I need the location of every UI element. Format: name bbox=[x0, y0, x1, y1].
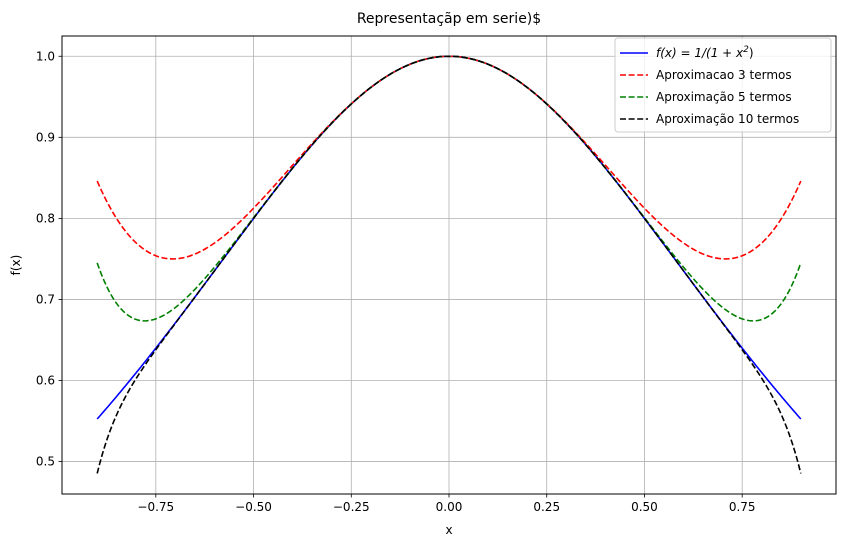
x-axis-label: x bbox=[445, 523, 452, 537]
x-axis-ticks: −0.75 −0.50 −0.25 0.00 0.25 0.50 0.75 bbox=[137, 494, 756, 514]
legend: f(x) = 1/(1 + x2) Aproximacao 3 termos Apr… bbox=[614, 37, 832, 133]
x-tick-label: 0.25 bbox=[533, 500, 560, 514]
legend-label: Aproximacao 3 termos bbox=[656, 68, 792, 82]
y-tick-label: 0.7 bbox=[36, 292, 55, 306]
chart-title: Representaçãp em serie)$ bbox=[357, 11, 541, 27]
series-line bbox=[96, 55, 802, 474]
y-axis-ticks: 0.5 0.6 0.7 0.8 0.9 1.0 bbox=[36, 49, 62, 469]
y-axis-label: f(x) bbox=[9, 255, 23, 276]
x-tick-label: −0.50 bbox=[235, 500, 272, 514]
y-tick-label: 1.0 bbox=[36, 49, 55, 63]
legend-label: Aproximação 10 termos bbox=[656, 112, 799, 126]
x-tick-label: −0.25 bbox=[333, 500, 370, 514]
y-tick-label: 0.5 bbox=[36, 455, 55, 469]
x-tick-label: −0.75 bbox=[137, 500, 174, 514]
legend-label: f(x) = 1/(1 + x2) bbox=[656, 45, 754, 60]
y-tick-label: 0.9 bbox=[36, 130, 55, 144]
x-tick-label: 0.50 bbox=[631, 500, 658, 514]
legend-label: Aproximação 5 termos bbox=[656, 90, 792, 104]
x-tick-label: 0.00 bbox=[436, 500, 463, 514]
legend-box bbox=[614, 37, 832, 133]
y-tick-label: 0.6 bbox=[36, 374, 55, 388]
x-tick-label: 0.75 bbox=[729, 500, 756, 514]
y-tick-label: 0.8 bbox=[36, 211, 55, 225]
series-lines bbox=[96, 55, 802, 474]
